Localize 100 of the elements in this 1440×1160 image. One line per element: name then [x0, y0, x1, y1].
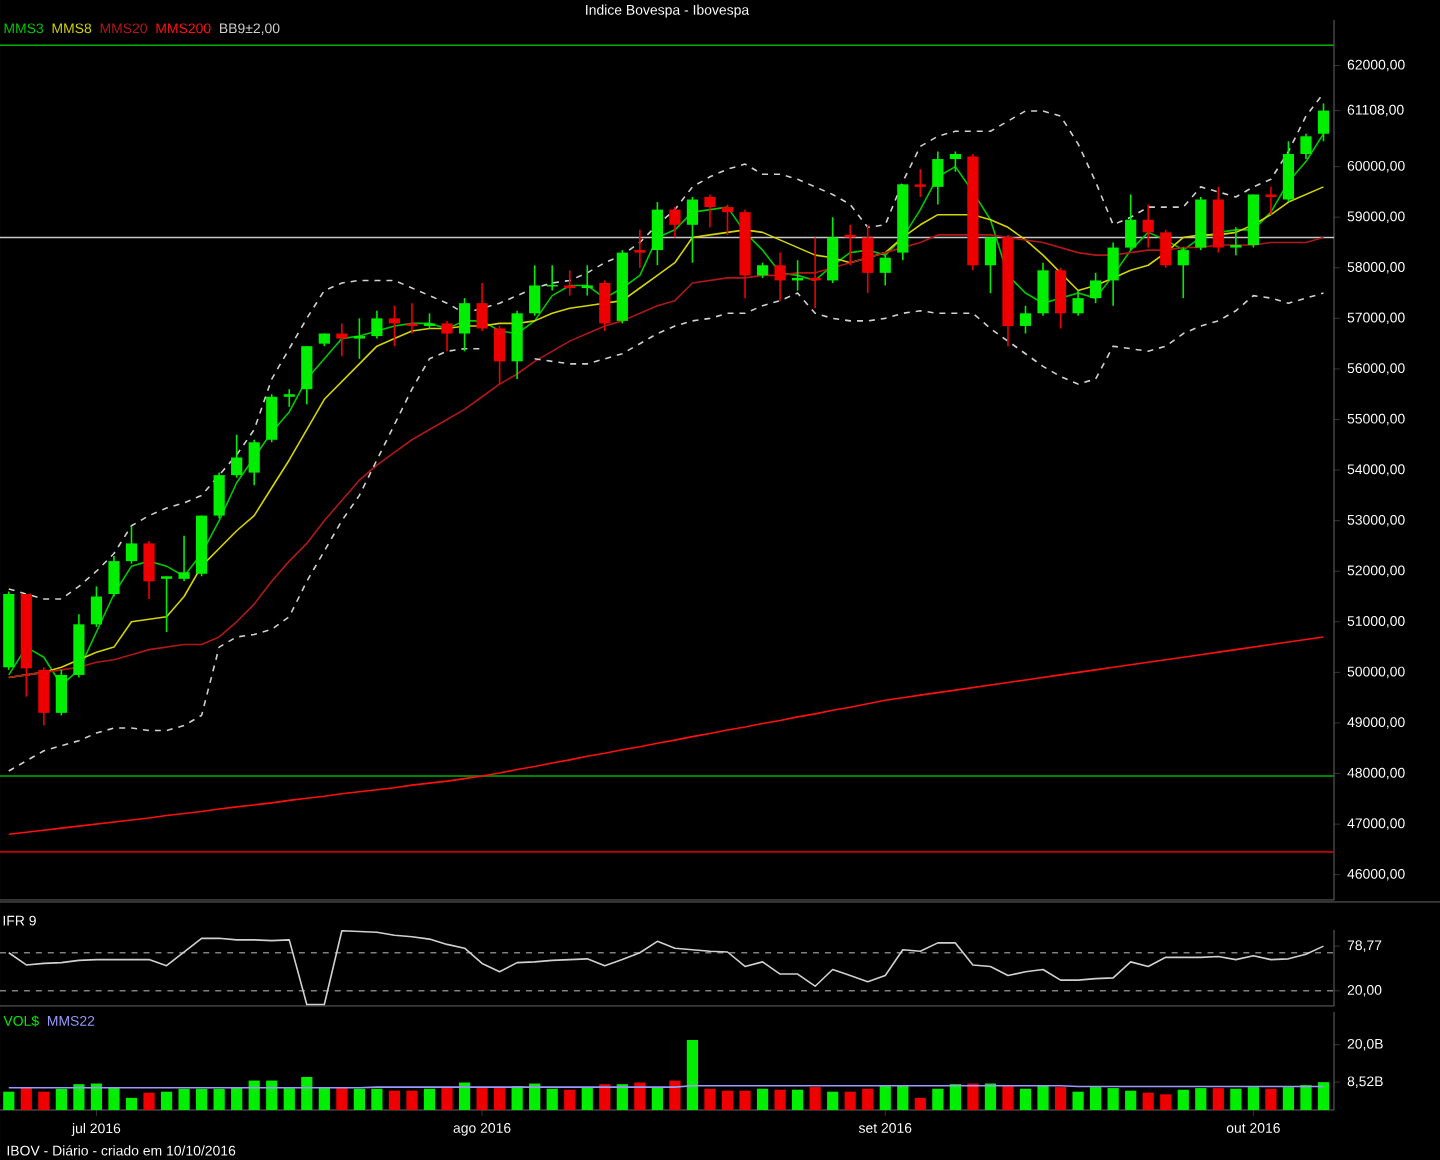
candlestick	[1282, 140, 1295, 203]
bar	[1230, 1088, 1242, 1110]
candlestick	[651, 201, 663, 267]
bar	[1195, 1088, 1207, 1110]
candlestick	[1177, 246, 1189, 299]
candlestick	[406, 302, 418, 335]
candlestick	[38, 666, 50, 727]
candlestick	[476, 282, 488, 332]
candlestick	[125, 524, 138, 565]
bar	[406, 1090, 418, 1110]
bar	[1160, 1094, 1172, 1110]
bar	[55, 1088, 67, 1110]
bar	[704, 1088, 716, 1110]
candlestick	[1265, 186, 1277, 216]
candlestick	[1125, 193, 1137, 251]
candlestick	[932, 150, 944, 206]
bar	[38, 1091, 50, 1110]
candlestick	[827, 216, 839, 284]
candlestick	[266, 393, 278, 444]
bar	[178, 1088, 190, 1110]
bar	[1212, 1088, 1224, 1110]
bar	[73, 1084, 85, 1110]
bar	[844, 1091, 856, 1110]
candlestick	[669, 206, 681, 239]
candlestick	[1019, 304, 1032, 335]
bar	[564, 1089, 576, 1110]
bar	[1125, 1090, 1137, 1110]
candlestick	[564, 269, 576, 297]
bar	[20, 1087, 32, 1110]
bar	[494, 1088, 506, 1110]
candlestick	[1300, 132, 1312, 160]
bar	[1282, 1087, 1295, 1110]
bar	[125, 1097, 138, 1110]
bar	[599, 1084, 611, 1110]
bar	[897, 1085, 909, 1110]
bar	[827, 1091, 839, 1110]
bar	[441, 1087, 453, 1110]
bar	[160, 1091, 173, 1110]
candlestick	[108, 555, 120, 598]
bar	[283, 1088, 295, 1110]
candlestick	[353, 317, 365, 360]
bar	[143, 1092, 155, 1110]
bar	[1265, 1088, 1277, 1110]
bar	[1072, 1091, 1084, 1110]
bar	[967, 1083, 979, 1110]
bar	[1107, 1088, 1119, 1110]
bar	[266, 1080, 278, 1110]
bar	[196, 1088, 208, 1110]
candlestick	[371, 309, 383, 340]
bar	[213, 1088, 225, 1110]
bar	[1317, 1082, 1330, 1110]
candlestick	[1160, 229, 1172, 269]
candlestick	[301, 345, 313, 406]
bar	[1177, 1089, 1189, 1110]
bar	[809, 1087, 821, 1110]
bar	[1142, 1092, 1154, 1110]
bar	[108, 1087, 120, 1110]
candlestick	[160, 575, 173, 633]
bar	[581, 1087, 593, 1110]
bar	[3, 1091, 15, 1110]
candlestick	[634, 229, 646, 269]
bar	[1037, 1085, 1049, 1110]
candlestick	[949, 150, 961, 173]
bar	[371, 1088, 383, 1110]
bar	[546, 1088, 558, 1110]
candlestick	[704, 193, 716, 229]
candlestick	[686, 196, 699, 264]
bar	[862, 1088, 874, 1110]
candlestick	[1317, 102, 1330, 143]
bar	[721, 1090, 734, 1110]
candlestick	[599, 279, 611, 332]
candlestick	[1054, 266, 1067, 330]
candlestick	[90, 585, 103, 628]
candlestick	[248, 438, 260, 487]
bar	[932, 1088, 944, 1110]
bar	[914, 1097, 926, 1110]
bar	[949, 1084, 961, 1110]
candlestick	[231, 433, 243, 479]
bar	[792, 1089, 804, 1110]
bar	[248, 1080, 260, 1110]
bar	[669, 1080, 681, 1110]
bar	[756, 1088, 769, 1110]
bar	[423, 1088, 436, 1110]
bar	[318, 1087, 330, 1110]
candlestick	[458, 297, 471, 353]
candlestick	[862, 223, 874, 294]
candlestick	[529, 264, 541, 317]
bar	[686, 1040, 699, 1110]
bar	[739, 1090, 751, 1110]
candlestick	[213, 471, 225, 519]
bar	[301, 1076, 313, 1110]
candlestick	[984, 236, 997, 294]
bar	[616, 1084, 628, 1110]
candlestick	[1072, 289, 1084, 317]
candlestick	[178, 535, 190, 583]
bar	[353, 1088, 365, 1110]
candlestick	[441, 320, 453, 353]
bar	[1019, 1088, 1032, 1110]
bar	[231, 1087, 243, 1110]
bar	[1247, 1087, 1259, 1110]
